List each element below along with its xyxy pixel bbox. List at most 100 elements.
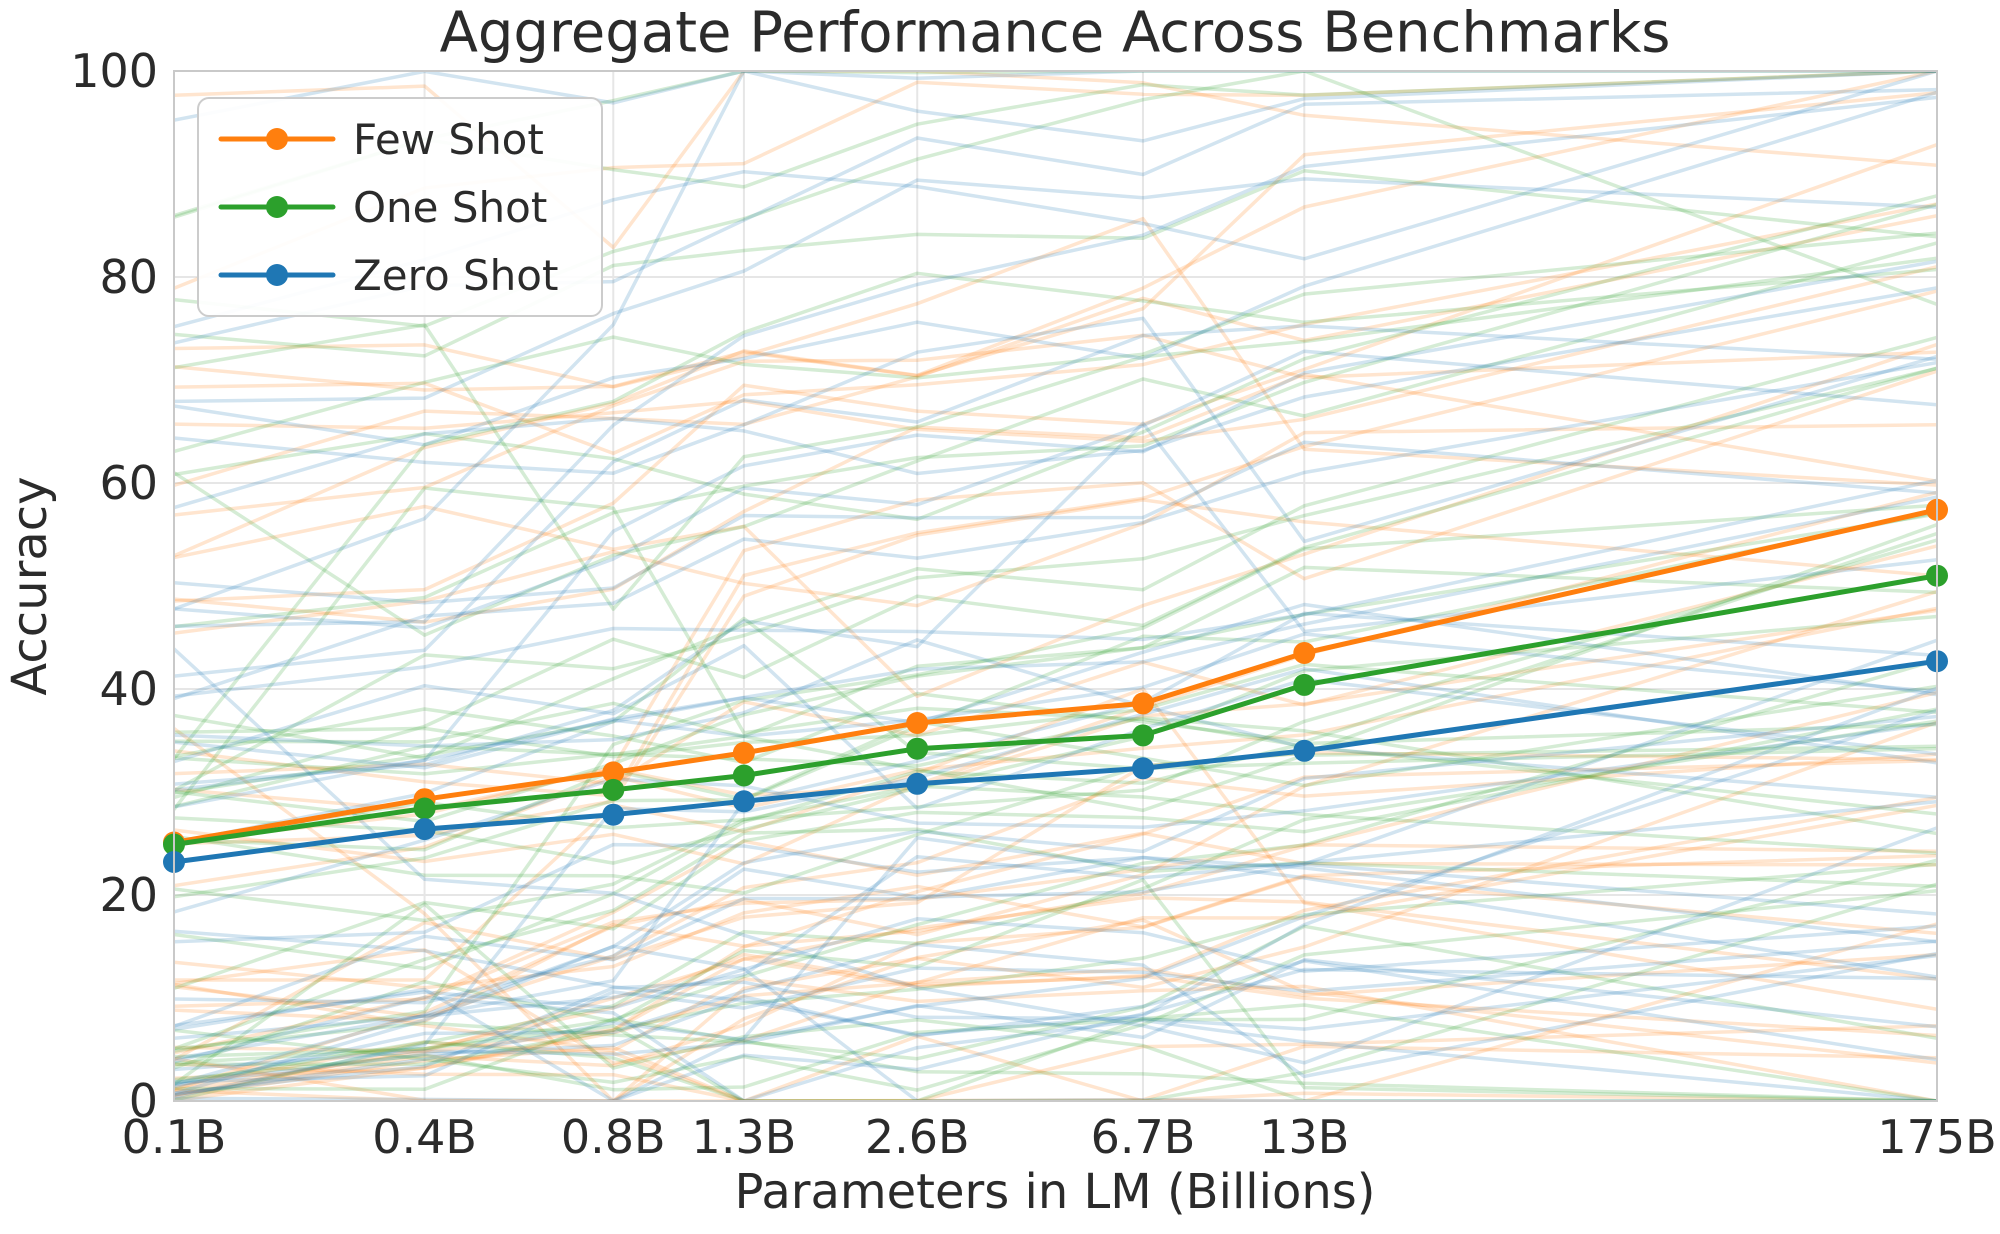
background-line	[174, 722, 1937, 971]
background-line	[174, 882, 1937, 1101]
data-point-few-shot-13B	[1293, 642, 1316, 664]
data-point-few-shot-0.8B	[602, 761, 625, 784]
background-line	[174, 544, 1937, 786]
legend-item-one-shot: One Shot	[217, 173, 591, 241]
data-point-one-shot-13B	[1293, 673, 1316, 696]
series-zero-shot	[163, 650, 1948, 873]
background-line	[174, 687, 1937, 1012]
background-line	[174, 259, 1937, 792]
background-line	[174, 422, 1937, 635]
legend-label: Zero Shot	[353, 250, 559, 300]
data-point-zero-shot-0.8B	[602, 803, 625, 826]
background-line	[174, 216, 1937, 487]
background-line	[174, 858, 1937, 1092]
data-point-few-shot-1.3B	[732, 741, 755, 764]
background-line	[174, 942, 1937, 1089]
background-line	[174, 71, 1937, 558]
background-line	[174, 734, 1937, 813]
background-line	[174, 342, 1937, 699]
background-line	[174, 498, 1937, 846]
background-line	[174, 842, 1937, 979]
y-tick-label-20: 20	[99, 868, 158, 922]
background-line	[174, 922, 1937, 1101]
background-line	[174, 799, 1937, 1041]
background-line	[174, 440, 1937, 605]
y-tick-label-80: 80	[99, 250, 158, 304]
background-line	[174, 213, 1937, 488]
background-line	[174, 71, 1937, 143]
background-line	[174, 538, 1937, 923]
background-line	[174, 614, 1937, 865]
data-point-few-shot-2.6B	[906, 712, 929, 734]
background-line	[174, 256, 1937, 611]
plot-border	[173, 70, 1938, 1102]
data-point-one-shot-0.8B	[602, 778, 625, 801]
series-line-one-shot	[171, 573, 1940, 847]
background-line	[174, 714, 1937, 1086]
background-line	[174, 565, 1937, 744]
background-line	[174, 194, 1937, 522]
background-line	[174, 658, 1937, 1059]
background-line	[174, 836, 1937, 1101]
data-point-zero-shot-0.4B	[413, 818, 436, 841]
background-line	[174, 719, 1937, 1101]
x-tick-label-0.4B: 0.4B	[372, 1110, 477, 1164]
background-line	[174, 90, 1937, 447]
data-point-zero-shot-6.7B	[1132, 757, 1154, 780]
series-line-few-shot	[171, 507, 1940, 845]
zero-shot-line-marker-icon	[218, 264, 336, 286]
background-line	[174, 1024, 1937, 1101]
background-line	[174, 878, 1937, 1101]
background-line	[174, 647, 1937, 1065]
series-line-zero-shot	[171, 658, 1940, 865]
background-line	[174, 917, 1937, 1028]
data-point-one-shot-1.3B	[732, 764, 755, 787]
y-axis-label: Accuracy	[2, 476, 58, 696]
background-line	[174, 1034, 1937, 1101]
background-line	[174, 827, 1937, 1051]
background-line	[174, 902, 1937, 1101]
y-tick-label-60: 60	[99, 456, 158, 510]
background-line	[174, 958, 1937, 1072]
background-line	[174, 372, 1937, 624]
background-line	[174, 976, 1937, 1101]
background-line	[174, 888, 1937, 1092]
one-shot-line-marker-icon	[218, 196, 336, 218]
background-line	[174, 726, 1937, 1101]
background-line	[174, 831, 1937, 1055]
background-line	[174, 531, 1937, 765]
y-tick-label-40: 40	[99, 662, 158, 716]
background-line	[174, 335, 1937, 760]
background-line	[174, 721, 1937, 914]
legend-label: Few Shot	[353, 114, 544, 164]
background-line	[174, 948, 1937, 1066]
background-line	[174, 758, 1937, 1093]
background-line	[174, 995, 1937, 1101]
y-tick-label-0: 0	[129, 1074, 158, 1128]
background-line	[174, 959, 1937, 1087]
background-line	[174, 495, 1937, 770]
background-line	[174, 602, 1937, 845]
x-tick-label-13B: 13B	[1259, 1110, 1349, 1164]
background-line	[174, 956, 1937, 1101]
x-tick-label-175B: 175B	[1877, 1110, 1996, 1164]
x-tick-label-6.7B: 6.7B	[1091, 1110, 1196, 1164]
background-line	[174, 707, 1937, 991]
background-line	[174, 333, 1937, 517]
background-line	[174, 752, 1937, 1019]
background-line	[174, 939, 1937, 1084]
data-point-one-shot-2.6B	[906, 737, 929, 760]
background-line	[174, 967, 1937, 1101]
background-line	[174, 795, 1937, 1097]
legend: Few Shot One Shot Zero Shot	[197, 97, 603, 317]
background-line	[174, 853, 1937, 990]
background-line	[174, 349, 1937, 630]
legend-label: One Shot	[353, 182, 548, 232]
background-line	[174, 95, 1937, 628]
x-tick-label-2.6B: 2.6B	[865, 1110, 970, 1164]
background-line	[174, 478, 1937, 698]
background-line	[174, 874, 1937, 1097]
chart-title: Aggregate Performance Across Benchmarks	[439, 0, 1671, 66]
background-line	[174, 231, 1937, 454]
